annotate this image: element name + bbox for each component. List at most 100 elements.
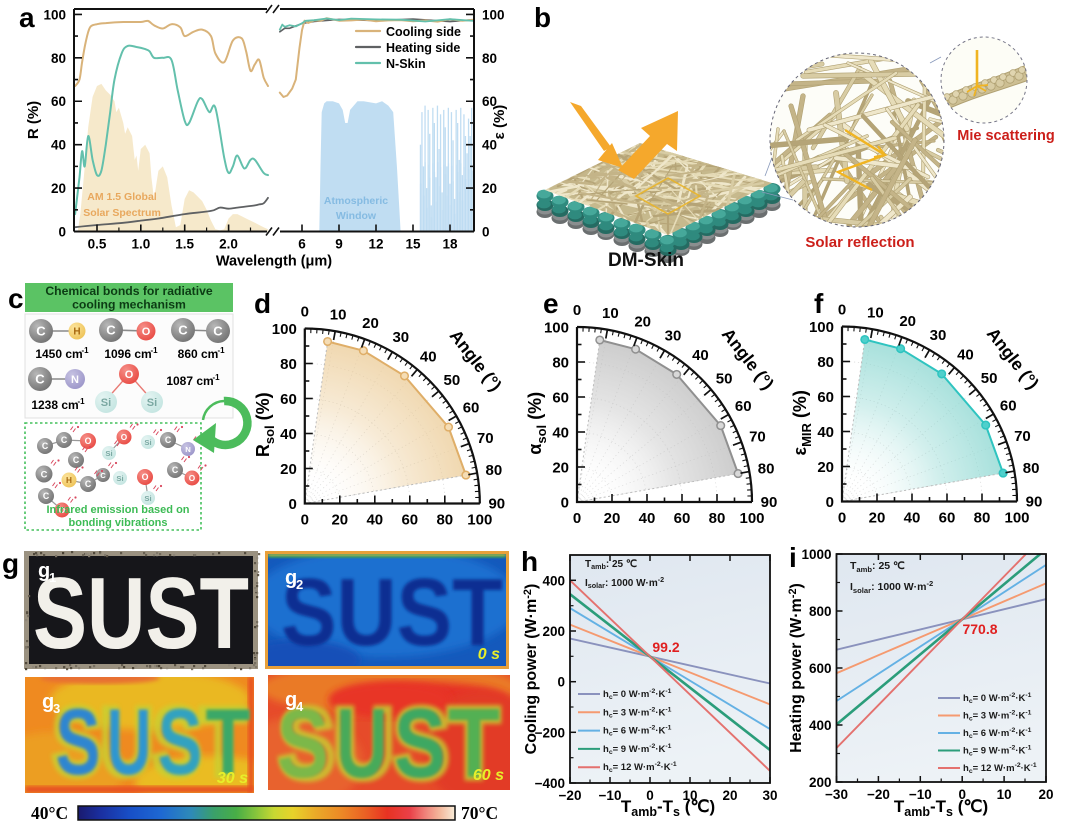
svg-text:Window: Window bbox=[336, 210, 377, 222]
svg-text:−20: −20 bbox=[559, 788, 582, 803]
svg-text:6: 6 bbox=[298, 237, 306, 252]
svg-text:10: 10 bbox=[997, 787, 1012, 802]
svg-text:C: C bbox=[172, 465, 179, 475]
svg-text:cooling mechanism: cooling mechanism bbox=[72, 298, 186, 312]
svg-text:60: 60 bbox=[463, 400, 480, 417]
svg-text:S: S bbox=[56, 689, 101, 794]
svg-text:3: 3 bbox=[53, 701, 60, 716]
svg-text:10: 10 bbox=[682, 788, 697, 803]
svg-text:C: C bbox=[85, 479, 92, 489]
svg-text:10: 10 bbox=[330, 306, 347, 323]
svg-text:S: S bbox=[277, 688, 329, 798]
svg-text:18: 18 bbox=[442, 237, 458, 252]
svg-text:80: 80 bbox=[51, 51, 66, 66]
svg-text:C: C bbox=[35, 372, 45, 387]
svg-text:d: d bbox=[254, 288, 271, 319]
svg-text:0 s: 0 s bbox=[478, 646, 500, 663]
svg-text:40: 40 bbox=[482, 138, 497, 153]
svg-text:R (%): R (%) bbox=[25, 101, 42, 139]
svg-text:-1: -1 bbox=[150, 346, 158, 355]
svg-text:U: U bbox=[336, 688, 388, 798]
svg-text:i: i bbox=[789, 542, 797, 573]
svg-text:70: 70 bbox=[749, 428, 766, 445]
svg-text:Isolar: 1000 W·m-2: Isolar: 1000 W·m-2 bbox=[585, 575, 664, 590]
svg-text:Heating power (W·m-2): Heating power (W·m-2) bbox=[787, 583, 805, 753]
svg-text:60: 60 bbox=[51, 94, 66, 109]
svg-text:80: 80 bbox=[974, 510, 991, 527]
svg-text:Si: Si bbox=[105, 449, 112, 458]
svg-text:e: e bbox=[543, 288, 559, 319]
svg-text:Si: Si bbox=[116, 474, 123, 483]
svg-text:1087 cm: 1087 cm bbox=[166, 374, 213, 388]
svg-text:0: 0 bbox=[301, 512, 309, 529]
svg-text:c: c bbox=[8, 283, 24, 314]
svg-text:50: 50 bbox=[981, 370, 998, 387]
svg-text:60: 60 bbox=[735, 398, 752, 415]
svg-text:g: g bbox=[2, 548, 19, 579]
svg-text:hc= 0 W·m-2·K-1: hc= 0 W·m-2·K-1 bbox=[963, 692, 1032, 705]
svg-text:−400: −400 bbox=[535, 776, 565, 791]
svg-text:2.0: 2.0 bbox=[219, 237, 238, 252]
svg-text:20: 20 bbox=[722, 788, 737, 803]
svg-text:T: T bbox=[448, 688, 500, 798]
svg-text:10: 10 bbox=[602, 305, 619, 322]
svg-text:40: 40 bbox=[639, 510, 656, 527]
svg-text:80: 80 bbox=[817, 354, 834, 371]
svg-text:20: 20 bbox=[552, 460, 569, 477]
svg-text:0: 0 bbox=[958, 787, 966, 802]
svg-text:O: O bbox=[121, 433, 128, 442]
svg-text:30: 30 bbox=[762, 788, 777, 803]
svg-text:20: 20 bbox=[634, 314, 651, 331]
svg-text:Atmospheric: Atmospheric bbox=[324, 195, 388, 207]
svg-text:Solar reflection: Solar reflection bbox=[805, 234, 914, 251]
svg-text:-1: -1 bbox=[81, 346, 89, 355]
svg-text:60: 60 bbox=[552, 390, 569, 407]
svg-text:Si: Si bbox=[147, 397, 157, 409]
svg-text:80: 80 bbox=[758, 461, 775, 478]
svg-text:εMIR (%): εMIR (%) bbox=[790, 390, 814, 455]
svg-text:60 s: 60 s bbox=[473, 767, 504, 784]
svg-text:C: C bbox=[100, 471, 106, 480]
svg-text:O: O bbox=[85, 436, 92, 446]
svg-text:hc= 6 W·m-2·K-1: hc= 6 W·m-2·K-1 bbox=[963, 727, 1032, 740]
svg-text:DM-Skin: DM-Skin bbox=[608, 250, 684, 271]
svg-text:80: 80 bbox=[709, 510, 726, 527]
svg-text:O: O bbox=[125, 369, 134, 381]
svg-text:30: 30 bbox=[930, 327, 947, 344]
svg-text:80: 80 bbox=[1023, 460, 1040, 477]
svg-text:1096 cm: 1096 cm bbox=[104, 347, 151, 361]
svg-text:Rsol (%): Rsol (%) bbox=[253, 392, 277, 457]
svg-text:Cooling side: Cooling side bbox=[386, 25, 461, 39]
svg-text:60: 60 bbox=[674, 510, 691, 527]
svg-text:Tamb-Ts (℃): Tamb-Ts (℃) bbox=[621, 797, 715, 819]
svg-text:-1: -1 bbox=[77, 397, 85, 406]
svg-text:20: 20 bbox=[482, 181, 497, 196]
svg-text:60: 60 bbox=[817, 389, 834, 406]
svg-text:70: 70 bbox=[477, 430, 494, 447]
svg-text:100: 100 bbox=[809, 319, 834, 336]
svg-text:ε (%): ε (%) bbox=[491, 105, 508, 140]
svg-text:0: 0 bbox=[288, 496, 296, 513]
svg-text:40: 40 bbox=[51, 138, 66, 153]
svg-text:200: 200 bbox=[542, 624, 565, 639]
svg-text:80: 80 bbox=[552, 355, 569, 372]
svg-text:0: 0 bbox=[838, 510, 846, 527]
svg-text:−30: −30 bbox=[825, 787, 848, 802]
svg-text:0: 0 bbox=[646, 788, 654, 803]
svg-text:O: O bbox=[189, 474, 196, 483]
svg-text:1238 cm: 1238 cm bbox=[31, 398, 78, 412]
svg-text:70: 70 bbox=[1014, 428, 1031, 445]
svg-text:40: 40 bbox=[904, 510, 921, 527]
svg-text:20: 20 bbox=[899, 313, 916, 330]
svg-text:hc= 12 W·m-2·K-1: hc= 12 W·m-2·K-1 bbox=[963, 762, 1037, 775]
svg-text:Si: Si bbox=[144, 438, 151, 447]
svg-text:Isolar: 1000 W·m-2: Isolar: 1000 W·m-2 bbox=[850, 579, 933, 595]
svg-text:−10: −10 bbox=[909, 787, 932, 802]
svg-text:Si: Si bbox=[101, 397, 111, 409]
svg-text:20: 20 bbox=[51, 181, 66, 196]
svg-text:20: 20 bbox=[1038, 787, 1053, 802]
svg-text:0: 0 bbox=[573, 510, 581, 527]
svg-text:10: 10 bbox=[867, 304, 884, 321]
svg-text:hc= 9 W·m-2·K-1: hc= 9 W·m-2·K-1 bbox=[963, 745, 1032, 758]
svg-text:0: 0 bbox=[838, 302, 846, 319]
